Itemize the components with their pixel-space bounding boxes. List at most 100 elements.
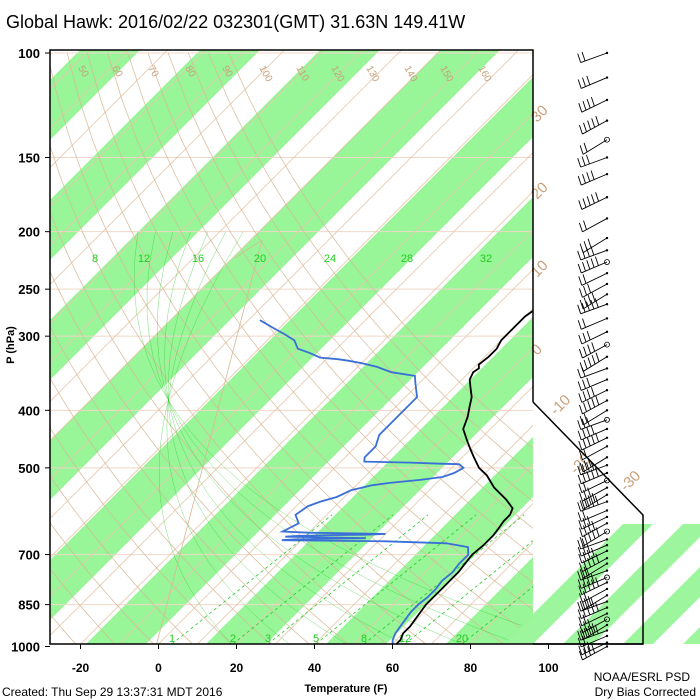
plot-border [49, 49, 643, 645]
wedge-band [683, 627, 700, 644]
wind-barb [578, 515, 609, 530]
dry-adiabat [50, 63, 466, 644]
y-tick-label: 400 [18, 403, 40, 418]
dry-adiabat-label: 160 [475, 64, 493, 84]
dry-adiabat [50, 270, 349, 644]
wind-barb [578, 387, 609, 403]
wind-barb [578, 96, 609, 113]
isotherm-label: 10 [528, 257, 552, 281]
x-axis-label: Temperature (F) [305, 683, 388, 695]
wind-barb [578, 272, 609, 286]
wind-barb [577, 495, 609, 512]
wind-barb [578, 641, 609, 656]
dry-adiabat-label: 90 [219, 64, 234, 80]
mixing-ratio-label: 20 [254, 253, 266, 265]
moist-adiabat [157, 231, 463, 644]
isotherm-band [50, 50, 260, 260]
wind-barb [578, 577, 609, 596]
isotherm-line [197, 307, 533, 644]
mixing-ratio-label: 3 [265, 633, 271, 645]
isotherm-line [50, 50, 520, 520]
y-axis-label: P (hPa) [5, 326, 17, 364]
y-tick-label: 1000 [11, 640, 40, 655]
wind-barb [579, 217, 609, 233]
isotherm-line [50, 50, 169, 169]
isotherm-line [353, 463, 533, 644]
isotherm-line [314, 424, 533, 644]
wind-barb [578, 477, 610, 493]
isotherm-band [206, 316, 533, 644]
mixing-ratio-label: 8 [92, 253, 98, 265]
footer-created: Created: Thu Sep 29 13:37:31 MDT 2016 [2, 685, 223, 699]
wind-barb [577, 367, 609, 379]
wind-barb [577, 460, 609, 476]
y-tick-label: 100 [18, 46, 40, 61]
isotherm-band [50, 77, 533, 620]
chart-title: Global Hawk: 2016/02/22 032301(GMT) 31.6… [6, 12, 465, 32]
dewpoint-profile [259, 319, 470, 644]
wind-barb [578, 192, 609, 210]
isotherm-line [50, 50, 481, 481]
mixing-ratio-line [232, 514, 394, 644]
y-tick-label: 300 [18, 329, 40, 344]
dry-adiabat [50, 377, 271, 644]
moist-adiabat [167, 231, 348, 644]
isotherm-line [50, 151, 533, 637]
wind-barb [579, 292, 609, 310]
isotherm-line [80, 190, 533, 644]
isotherm-line [50, 50, 130, 130]
wind-barb [579, 282, 609, 298]
moist-adiabat [146, 231, 521, 644]
wind-barb [577, 245, 609, 261]
wind-barb [579, 486, 609, 502]
dry-adiabat [50, 568, 116, 644]
isotherm-band [0, 0, 6, 644]
wind-barb [579, 445, 609, 461]
y-tick-label: 850 [18, 598, 40, 613]
y-tick-label: 200 [18, 225, 40, 240]
mixing-ratio-label: 1 [169, 633, 175, 645]
mixing-ratio-line [267, 514, 429, 644]
isotherm-line [50, 50, 403, 403]
wind-barb [577, 377, 609, 391]
sounding-curves [259, 309, 533, 644]
mixing-ratio-label: 2 [230, 633, 236, 645]
wind-barb [577, 538, 609, 550]
y-tick-label: 500 [18, 461, 40, 476]
dry-adiabat-label: 100 [256, 64, 274, 84]
moist-adiabat [164, 231, 405, 644]
isotherm-line [119, 229, 533, 644]
isotherm-line [50, 50, 247, 247]
wind-barb [579, 236, 609, 254]
footer-org: NOAA/ESRL PSD [594, 670, 691, 684]
mixing-ratio-label: 16 [192, 253, 204, 265]
dry-adiabat-label: 70 [145, 64, 160, 80]
isotherm-label: -10 [547, 391, 574, 418]
isotherm-band [50, 50, 380, 380]
mixing-ratio-label: 24 [324, 253, 336, 265]
mixing-ratio-label: 32 [480, 253, 492, 265]
dry-adiabat [228, 52, 533, 449]
y-tick-label: 250 [18, 282, 40, 297]
mixing-ratio-label: 12 [138, 253, 150, 265]
moist-adiabat [158, 231, 244, 644]
isotherm-line [50, 50, 325, 325]
isotherm-line [158, 268, 533, 644]
wedge-band [563, 524, 700, 644]
temperature-profile [395, 309, 533, 644]
wind-barb [577, 256, 610, 274]
dry-adiabat [167, 52, 533, 529]
wind-barb [577, 567, 609, 581]
wedge-band [503, 524, 653, 644]
x-tick-label: 0 [155, 661, 162, 675]
dry-adiabat [107, 52, 533, 611]
y-tick-label: 700 [18, 548, 40, 563]
wind-barb [577, 170, 609, 186]
wind-barb [577, 298, 609, 315]
isotherm-line [50, 50, 364, 364]
dry-adiabat [208, 52, 533, 476]
x-tick-label: 20 [230, 661, 244, 675]
